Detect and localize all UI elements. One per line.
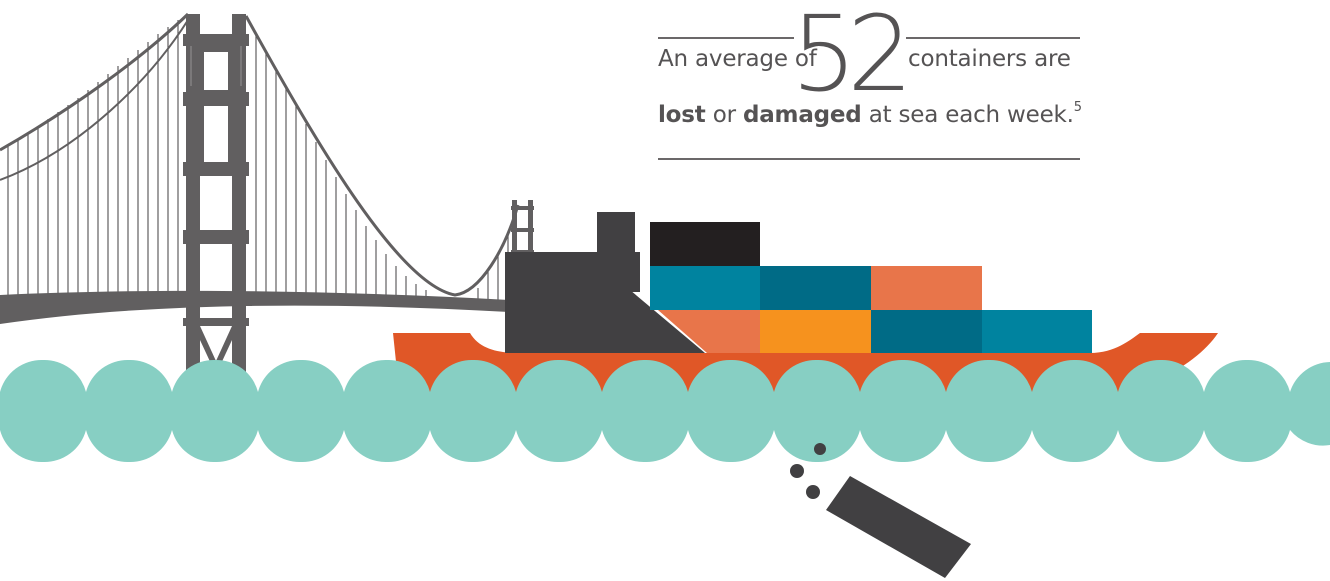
container [760,310,871,353]
bridge-suspenders-right [255,34,509,301]
callout-prefix: An average of [658,46,817,72]
bridge-main-cable-left [0,12,190,152]
container [871,310,982,353]
wave-row-lower [0,400,1330,463]
callout-suffix: containers are [908,46,1071,72]
ship-containers [650,222,1092,353]
statistic-callout: 52 An average of containers are lost or … [648,2,1082,162]
word-damaged: damaged [742,102,862,128]
container [658,310,760,353]
sea-waves [0,359,1330,463]
container [982,310,1092,353]
callout-rule-top-right [906,37,1080,39]
callout-rule-top-left [658,37,794,39]
word-lost: lost [658,102,706,128]
container [871,266,982,310]
callout-line-2: lost or damaged at sea each week.5 [658,100,1082,128]
footnote-marker: 5 [1073,100,1082,115]
bridge-backstay-cable [0,19,189,181]
callout-rule-bottom [658,158,1080,160]
container [650,266,760,310]
container [650,222,760,266]
bridge-main-cable-right [244,15,520,297]
bubble [814,443,826,455]
callout-tail: at sea each week. [868,102,1074,128]
sinking-container [790,443,971,578]
bridge-main-tower [180,14,253,403]
word-or: or [712,102,736,128]
bubble [790,464,804,478]
statistic-number: 52 [791,0,913,115]
bridge-suspenders-left [7,20,179,296]
falling-container [826,476,971,578]
container [760,266,871,310]
bridge-deck [0,290,510,324]
bubble [806,485,820,499]
ship-superstructure [505,212,705,353]
